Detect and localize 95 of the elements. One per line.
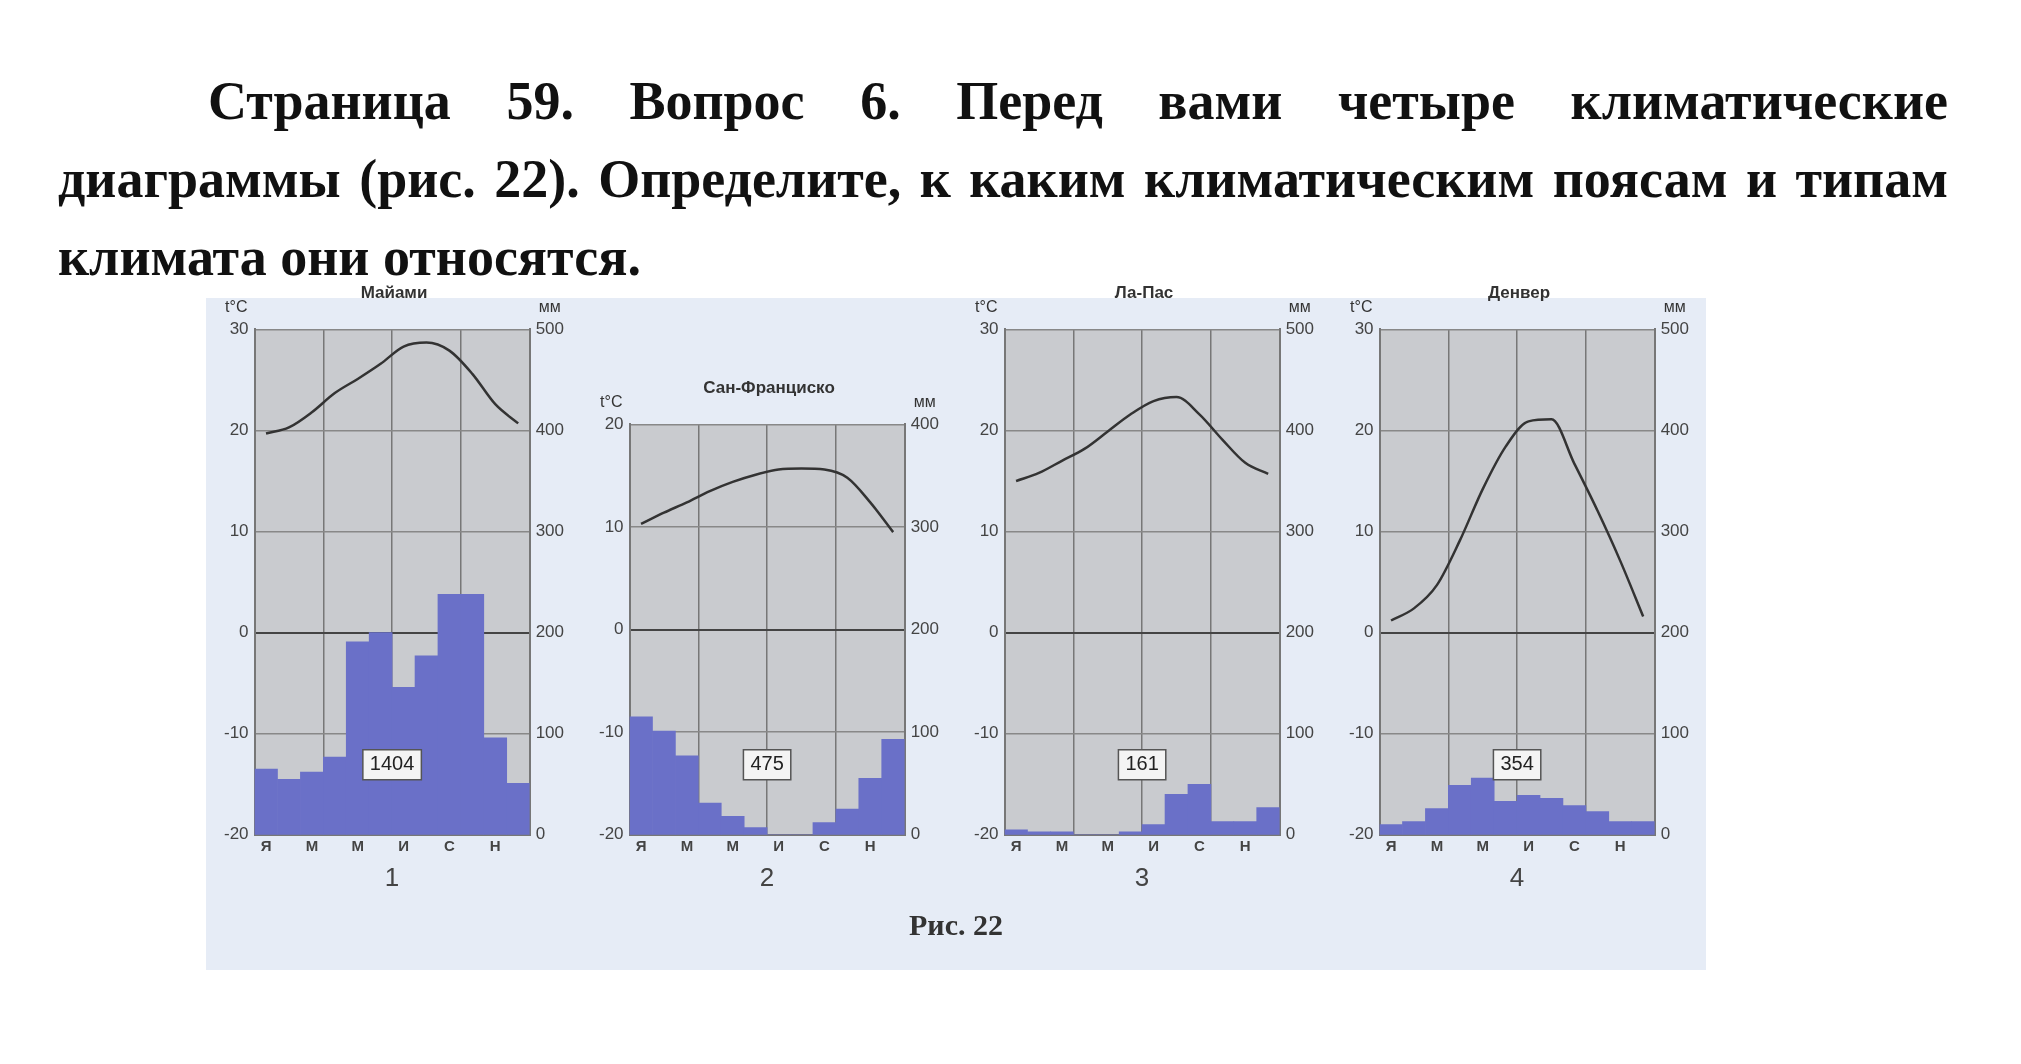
x-tick-label: И xyxy=(1522,836,1534,854)
y-tick-label: 20 xyxy=(229,420,249,440)
y2-tick-label: 200 xyxy=(1660,622,1689,642)
y2-tick-label: 300 xyxy=(1285,521,1314,541)
y-axis-title: t°C xyxy=(599,392,622,410)
x-axis-title: 4 xyxy=(1509,861,1524,892)
y2-tick-label: 400 xyxy=(1660,420,1689,440)
y2-tick-label: 500 xyxy=(535,319,564,339)
x-tick-label: М xyxy=(1430,836,1443,854)
y-tick-label: 0 xyxy=(1363,622,1374,642)
y2-axis-title: мм xyxy=(538,297,561,315)
x-tick-label: С xyxy=(443,836,455,854)
chart-title: Денвер xyxy=(1487,282,1550,302)
x-tick-label: М xyxy=(680,836,693,854)
text: Рис. 22 xyxy=(909,908,1003,942)
y-tick-label: 10 xyxy=(1354,521,1374,541)
y-axis-title: t°C xyxy=(974,297,997,315)
annotation: 1404 xyxy=(369,752,414,775)
annotation: 354 xyxy=(1499,752,1534,775)
chart-title: Сан-Франциско xyxy=(702,377,835,397)
y2-tick-label: 300 xyxy=(910,516,939,536)
x-tick-label: М xyxy=(1100,836,1114,854)
y2-tick-label: 100 xyxy=(535,723,564,743)
y2-tick-label: 200 xyxy=(910,619,939,639)
y-tick-label: 20 xyxy=(604,414,624,434)
x-tick-label: Н xyxy=(489,836,501,854)
y-tick-label: 0 xyxy=(238,622,249,642)
y2-tick-label: 500 xyxy=(1660,319,1689,339)
y2-tick-label: 300 xyxy=(1660,521,1689,541)
x-tick-label: И xyxy=(1147,836,1159,854)
x-tick-label: С xyxy=(1568,836,1580,854)
y-tick-label: -20 xyxy=(223,824,249,844)
y2-tick-label: 400 xyxy=(535,420,564,440)
x-tick-label: Н xyxy=(864,836,876,854)
y2-axis-title: мм xyxy=(1663,297,1686,315)
y-tick-label: 20 xyxy=(979,420,999,440)
y2-tick-label: 200 xyxy=(535,622,564,642)
x-tick-label: Я xyxy=(635,836,646,854)
x-tick-label: М xyxy=(305,836,318,854)
y-tick-label: 30 xyxy=(1354,319,1374,339)
y-tick-label: -20 xyxy=(1348,824,1374,844)
y2-tick-label: 400 xyxy=(910,414,939,434)
x-tick-label: Я xyxy=(260,836,271,854)
x-tick-label: М xyxy=(1475,836,1489,854)
y2-tick-label: 200 xyxy=(1285,622,1314,642)
y2-tick-label: 100 xyxy=(1285,723,1314,743)
x-tick-label: М xyxy=(725,836,739,854)
y-tick-label: -20 xyxy=(973,824,999,844)
x-tick-label: Я xyxy=(1010,836,1021,854)
annotation: 475 xyxy=(749,752,784,775)
y-tick-label: 10 xyxy=(979,521,999,541)
x-axis-title: 1 xyxy=(384,861,399,892)
x-tick-label: С xyxy=(1193,836,1205,854)
y-tick-label: 10 xyxy=(229,521,249,541)
x-tick-label: С xyxy=(818,836,830,854)
y-tick-label: 20 xyxy=(1354,420,1374,440)
line-series xyxy=(1014,395,1269,483)
y-tick-label: 0 xyxy=(988,622,999,642)
y2-tick-label: 0 xyxy=(1660,824,1670,844)
x-tick-label: Я xyxy=(1385,836,1396,854)
x-tick-label: М xyxy=(1055,836,1068,854)
x-axis-title: 3 xyxy=(1134,861,1149,892)
y2-tick-label: 100 xyxy=(1660,723,1689,743)
y2-tick-label: 300 xyxy=(535,521,564,541)
y2-axis-title: мм xyxy=(913,392,936,410)
y-tick-label: 30 xyxy=(229,319,249,339)
y2-tick-label: 0 xyxy=(910,824,920,844)
x-tick-label: И xyxy=(397,836,409,854)
x-tick-label: М xyxy=(350,836,364,854)
line-series xyxy=(639,467,894,534)
line-series xyxy=(1389,418,1644,622)
y-tick-label: -10 xyxy=(1348,723,1374,743)
y-tick-label: 10 xyxy=(604,516,624,536)
x-tick-label: Н xyxy=(1614,836,1626,854)
line-series xyxy=(264,341,519,435)
y-tick-label: 30 xyxy=(979,319,999,339)
y-tick-label: -10 xyxy=(973,723,999,743)
y-tick-label: -10 xyxy=(598,721,624,741)
y2-tick-label: 0 xyxy=(1285,824,1295,844)
annotation: 161 xyxy=(1124,752,1159,775)
chart-title: Майами xyxy=(360,282,427,302)
y-tick-label: 0 xyxy=(613,619,624,639)
y2-tick-label: 500 xyxy=(1285,319,1314,339)
y-tick-label: -10 xyxy=(223,723,249,743)
x-axis-title: 2 xyxy=(759,861,774,892)
chart-title: Ла-Пас xyxy=(1114,282,1173,302)
x-tick-label: Н xyxy=(1239,836,1251,854)
y2-axis-title: мм xyxy=(1288,297,1311,315)
y2-tick-label: 100 xyxy=(910,721,939,741)
x-tick-label: И xyxy=(772,836,784,854)
y-axis-title: t°C xyxy=(224,297,247,315)
y-axis-title: t°C xyxy=(1349,297,1372,315)
y2-tick-label: 400 xyxy=(1285,420,1314,440)
y-tick-label: -20 xyxy=(598,824,624,844)
y2-tick-label: 0 xyxy=(535,824,545,844)
